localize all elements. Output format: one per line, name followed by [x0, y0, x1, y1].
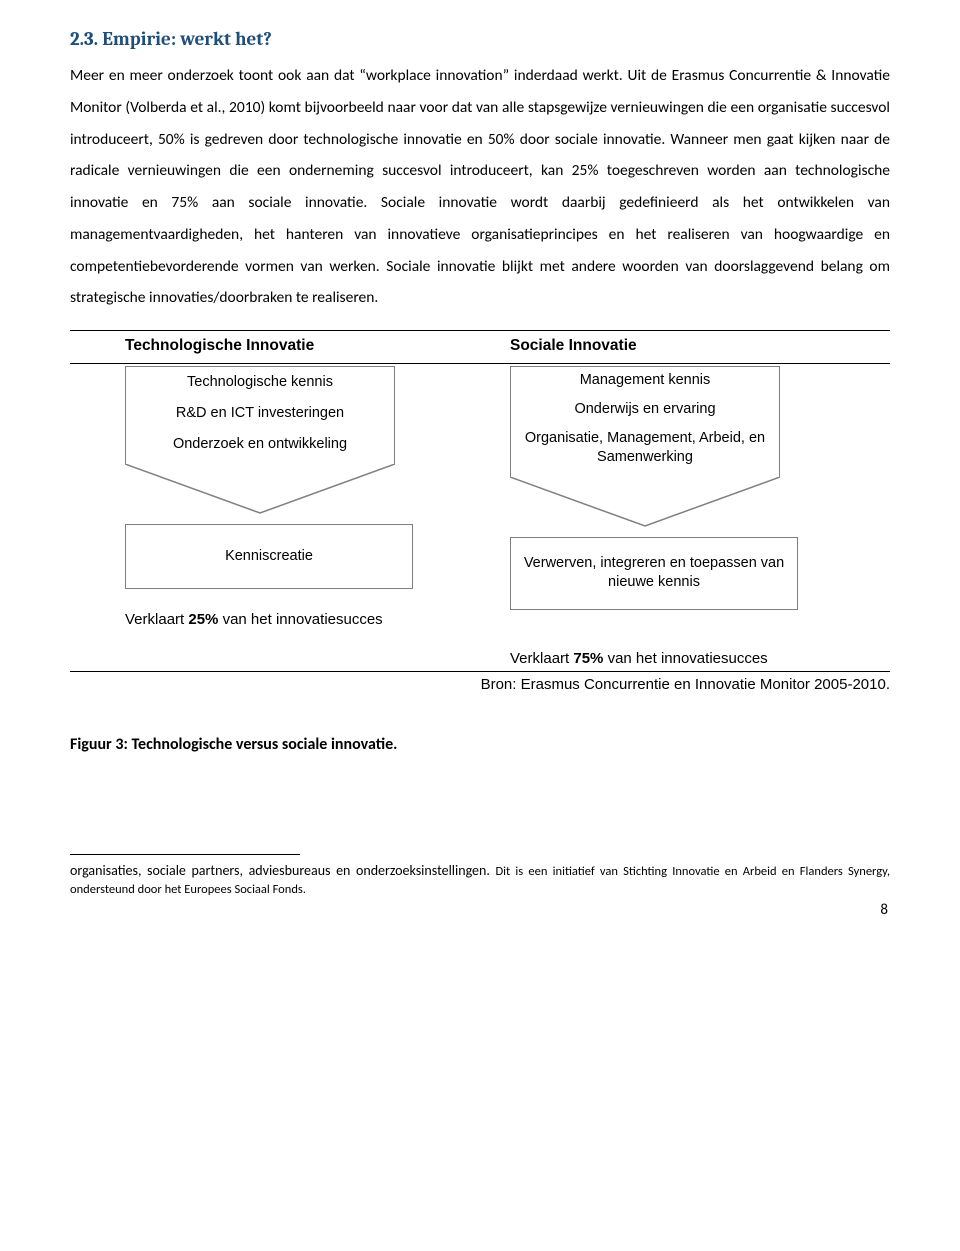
innovation-diagram: Technologische Innovatie Sociale Innovat…	[70, 330, 890, 693]
social-item-3: Organisatie, Management, Arbeid, en Same…	[519, 429, 771, 467]
tech-item-2: R&D en ICT investeringen	[134, 404, 386, 423]
social-kennis-box: Verwerven, integreren en toepassen van n…	[510, 537, 798, 610]
social-verklaart: Verklaart 75% van het innovatiesucces	[510, 650, 835, 671]
tech-kennis-box: Kenniscreatie	[125, 524, 413, 590]
tech-verklaart-suffix: van het innovatiesucces	[218, 611, 382, 628]
footnote-part-1: organisaties, sociale partners, adviesbu…	[70, 862, 495, 879]
social-verklaart-pct: 75%	[573, 650, 603, 667]
section-heading: 2.3. Empirie: werkt het?	[70, 28, 890, 50]
diagram-shapes-row: Technologische kennis R&D en ICT investe…	[70, 364, 890, 671]
tech-item-3: Onderzoek en ontwikkeling	[134, 435, 386, 454]
tech-verklaart: Verklaart 25% van het innovatiesucces	[125, 611, 450, 632]
tech-arrow-shape: Technologische kennis R&D en ICT investe…	[125, 366, 395, 514]
diagram-header-row: Technologische Innovatie Sociale Innovat…	[70, 331, 890, 363]
page-container: 2.3. Empirie: werkt het? Meer en meer on…	[0, 0, 960, 931]
footnote-separator	[70, 854, 300, 855]
social-verklaart-prefix: Verklaart	[510, 650, 573, 667]
figure-caption: Figuur 3: Technologische versus sociale …	[70, 735, 890, 754]
social-item-2: Onderwijs en ervaring	[519, 400, 771, 419]
social-item-1: Management kennis	[519, 371, 771, 390]
social-arrow-shape: Management kennis Onderwijs en ervaring …	[510, 366, 780, 526]
diagram-source: Bron: Erasmus Concurrentie en Innovatie …	[70, 672, 890, 693]
tech-verklaart-prefix: Verklaart	[125, 611, 188, 628]
tech-item-1: Technologische kennis	[134, 373, 386, 392]
column-header-social: Sociale Innovatie	[510, 331, 835, 363]
page-number: 8	[880, 901, 888, 919]
social-verklaart-suffix: van het innovatiesucces	[603, 650, 767, 667]
body-paragraph-1: Meer en meer onderzoek toont ook aan dat…	[70, 60, 890, 314]
footnote-text: organisaties, sociale partners, adviesbu…	[70, 861, 890, 899]
tech-verklaart-pct: 25%	[188, 611, 218, 628]
column-header-tech: Technologische Innovatie	[125, 331, 450, 363]
